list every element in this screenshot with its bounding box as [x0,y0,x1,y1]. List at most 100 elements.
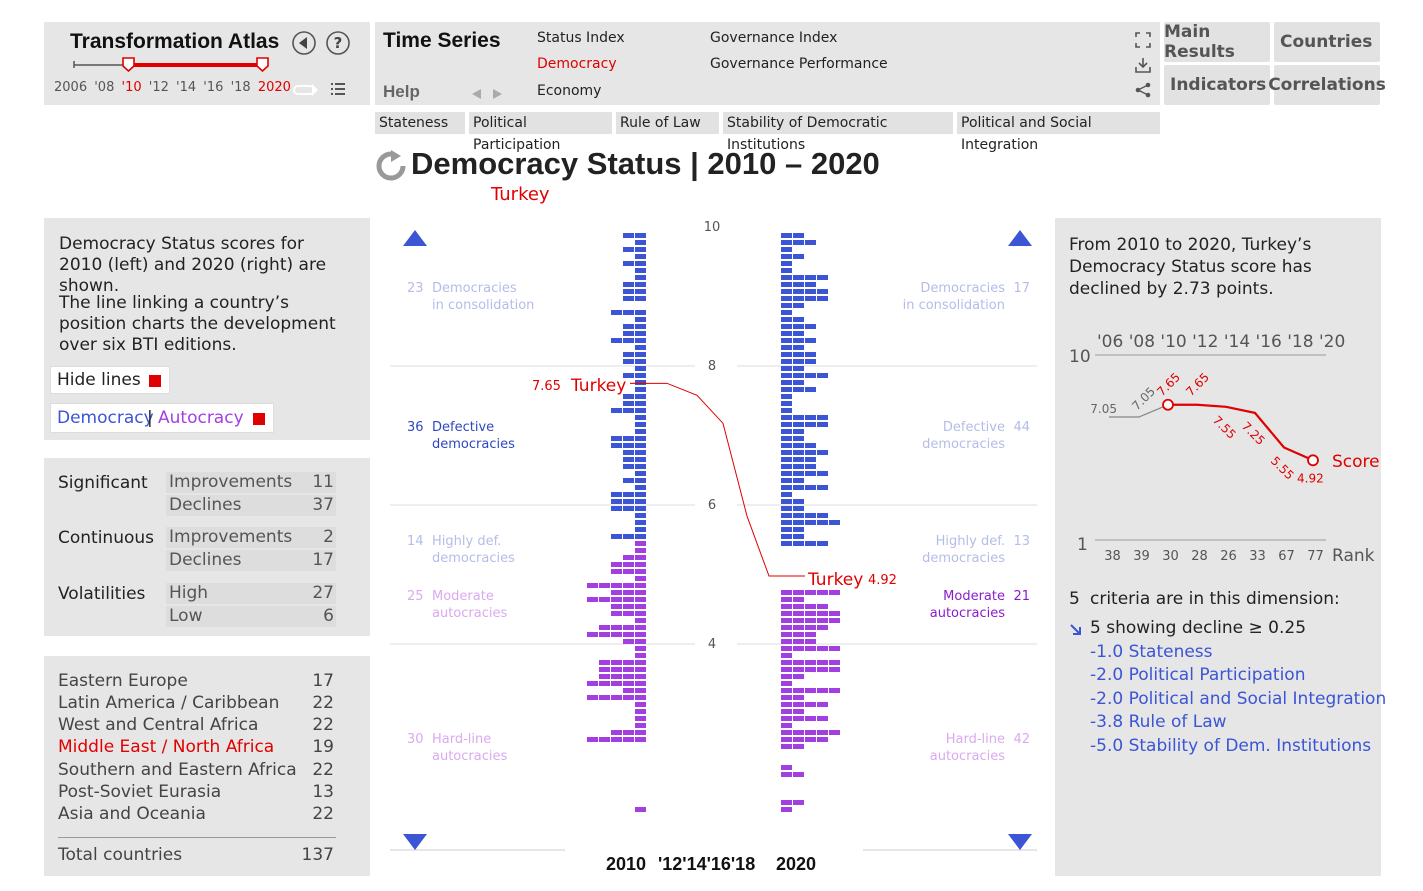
volatilities-low[interactable]: Low [166,606,336,627]
download-icon[interactable] [1135,57,1151,77]
year-label[interactable]: 2020 [257,80,291,95]
loop-icon[interactable] [293,82,319,96]
left-category-consolidated[interactable]: 23 Democracies in consolidation [407,280,534,314]
axis-years-middle[interactable]: '12'14'16'18 [658,854,756,874]
tab-rule-of-law[interactable]: Rule of Law [616,112,719,134]
right-category-moderate-autocracies[interactable]: Moderate autocracies 21 [880,588,1030,622]
year-label[interactable]: '10 [121,80,142,95]
tab-political-participation[interactable]: Political Participation [469,112,612,153]
countries-button[interactable]: Countries [1274,22,1380,62]
unit-block [635,366,646,371]
unit-block [635,499,646,504]
unit-block [817,590,828,595]
unit-block [793,331,804,336]
unit-block [829,688,840,693]
left-category-defective[interactable]: 36 Defective democracies [407,419,515,453]
link-governance-index[interactable]: Governance Index [710,30,838,46]
unit-block [635,506,646,511]
correlations-button[interactable]: Correlations [1268,65,1386,105]
rank-value: 39 [1133,549,1150,564]
right-category-consolidated[interactable]: Democracies in consolidation 17 [880,280,1030,314]
prev-arrow-icon[interactable] [470,85,482,104]
link-status-index[interactable]: Status Index [537,30,625,46]
unit-block [635,681,646,686]
unit-block [781,408,792,413]
axis-year-2010[interactable]: 2010 [606,854,647,874]
unit-block [805,520,816,525]
indicators-button[interactable]: Indicators [1164,65,1270,105]
link-economy[interactable]: Economy [537,83,602,99]
tab-stability-of-democratic-institutions[interactable]: Stability of Democratic Institutions [723,112,953,153]
unit-block [635,464,646,469]
unit-block [611,611,622,616]
left-category-highly-defective[interactable]: 14 Highly def. democracies [407,533,515,567]
region-latin-america[interactable]: Latin America / Caribbean [58,693,280,713]
unit-block [635,352,646,357]
year-label[interactable]: '16 [203,80,224,95]
criterion-stateness[interactable]: -1.0 Stateness [1090,642,1213,662]
unit-block [635,569,646,574]
left-category-hardline-autocracies[interactable]: 30 Hard-line autocracies [407,731,507,765]
autocracy-label[interactable]: Autocracy [158,408,244,428]
unit-block [623,569,634,574]
region-eastern-europe[interactable]: Eastern Europe [58,671,188,691]
criterion-stability-institutions[interactable]: -5.0 Stability of Dem. Institutions [1090,736,1372,756]
axis-year-2020[interactable]: 2020 [776,854,817,874]
continuous-declines[interactable]: Declines [166,550,336,571]
criterion-rule-of-law[interactable]: -3.8 Rule of Law [1090,712,1227,732]
main-results-button[interactable]: Main Results [1164,22,1270,62]
scroll-down-left-icon[interactable] [402,833,428,855]
criterion-political-social-integration[interactable]: -2.0 Political and Social Integration [1090,689,1387,709]
help-icon[interactable]: ? [326,31,350,55]
year-label[interactable]: '12 [148,80,169,95]
unit-block [829,590,840,595]
democracy-label[interactable]: Democracy [57,408,154,428]
year-label[interactable]: '08 [94,80,115,95]
unit-block [805,646,816,651]
back-icon[interactable] [292,31,316,55]
share-icon[interactable] [1135,82,1151,102]
refresh-icon[interactable] [375,150,407,186]
right-category-hardline-autocracies[interactable]: Hard-line autocracies 42 [880,731,1030,765]
continuous-improvements[interactable]: Improvements [166,527,336,548]
year-label[interactable]: 2006 [54,80,88,95]
region-middle-east-north-africa[interactable]: Middle East / North Africa [58,737,275,757]
list-icon[interactable] [331,81,345,95]
significant-declines[interactable]: Declines [166,495,336,516]
year-label[interactable]: '14 [176,80,197,95]
unit-block [781,807,792,812]
unit-block [793,464,804,469]
next-arrow-icon[interactable] [492,85,504,104]
link-governance-performance[interactable]: Governance Performance [710,56,888,72]
region-asia-oceania[interactable]: Asia and Oceania [58,804,206,824]
country-2010-label[interactable]: Turkey [571,376,627,396]
left-category-moderate-autocracies[interactable]: 25 Moderate autocracies [407,588,507,622]
right-category-highly-defective[interactable]: Highly def. democracies 13 [880,533,1030,567]
scroll-up-left-icon[interactable] [402,229,428,251]
scroll-down-right-icon[interactable] [1007,833,1033,855]
hide-lines-toggle[interactable]: Hide lines [50,366,170,394]
link-democracy[interactable]: Democracy [537,56,617,72]
significant-improvements[interactable]: Improvements [166,472,336,493]
country-2020-label[interactable]: Turkey [808,570,864,590]
fullscreen-icon[interactable] [1135,32,1151,52]
criterion-political-participation[interactable]: -2.0 Political Participation [1090,665,1306,685]
regime-toggle[interactable]: Democracy | Autocracy [50,403,274,433]
region-southern-eastern-africa[interactable]: Southern and Eastern Africa [58,760,297,780]
scroll-up-right-icon[interactable] [1007,229,1033,251]
unit-block [793,415,804,420]
region-post-soviet-eurasia[interactable]: Post-Soviet Eurasia [58,782,222,802]
tab-stateness[interactable]: Stateness [375,112,465,134]
year-slider[interactable] [72,56,272,73]
unit-block [781,352,792,357]
unit-block [805,324,816,329]
tab-political-and-social-integration[interactable]: Political and Social Integration [957,112,1160,153]
help-link[interactable]: Help [383,82,420,101]
region-west-central-africa[interactable]: West and Central Africa [58,715,259,735]
unit-block [817,611,828,616]
right-category-defective[interactable]: Defective democracies 44 [880,419,1030,453]
volatilities-high[interactable]: High [166,583,336,604]
year-label[interactable]: '18 [230,80,251,95]
unit-block [635,233,646,238]
total-countries-label[interactable]: Total countries [58,845,183,865]
